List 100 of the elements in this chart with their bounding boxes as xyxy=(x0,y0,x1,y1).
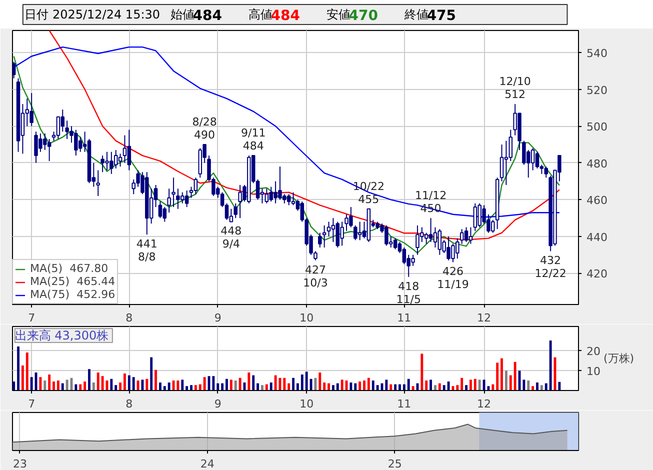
bar xyxy=(230,380,232,390)
candlestick xyxy=(331,218,336,242)
bar xyxy=(92,382,95,390)
x-tick-label: 11 xyxy=(397,312,412,324)
candlestick xyxy=(535,151,540,169)
candlestick xyxy=(47,138,52,162)
candlestick xyxy=(322,224,326,248)
bar xyxy=(252,375,255,390)
bar xyxy=(48,374,51,390)
text: 終値475 xyxy=(403,8,456,24)
text: 418 11/5 xyxy=(396,280,421,306)
candlestick xyxy=(60,109,64,132)
bar xyxy=(438,383,441,390)
bar xyxy=(504,370,508,390)
y-tick-label: 460 xyxy=(586,194,608,208)
bar xyxy=(492,384,494,390)
candlestick xyxy=(326,221,331,237)
x-tick-label: 23 xyxy=(13,458,27,470)
y-tick-label: 420 xyxy=(586,268,608,281)
bar xyxy=(536,382,538,390)
bar xyxy=(238,378,242,390)
bar xyxy=(66,380,68,390)
candlestick xyxy=(464,226,468,242)
candlestick xyxy=(424,232,428,244)
text: 安値470 xyxy=(326,8,378,24)
candlestick xyxy=(500,144,504,182)
bar xyxy=(158,382,162,390)
bar xyxy=(318,372,322,390)
bar xyxy=(367,378,370,390)
bar xyxy=(136,380,140,390)
candlestick xyxy=(402,246,406,265)
bar xyxy=(412,386,414,390)
bar xyxy=(460,378,464,390)
x-tick-label: 12 xyxy=(477,312,492,324)
bar xyxy=(26,352,28,390)
candlestick xyxy=(438,228,442,256)
bar xyxy=(194,385,197,390)
candlestick xyxy=(393,238,398,250)
bar xyxy=(402,384,406,390)
candlestick xyxy=(56,116,60,140)
bar xyxy=(226,378,228,390)
bar xyxy=(74,384,78,390)
bar xyxy=(163,386,166,390)
bar xyxy=(154,370,157,390)
bar xyxy=(358,382,362,390)
bar xyxy=(176,380,180,390)
candlestick xyxy=(291,192,296,206)
bar xyxy=(186,386,188,390)
candlestick xyxy=(78,136,82,152)
bar xyxy=(274,375,277,390)
text: 441 8/8 xyxy=(136,238,158,264)
bar xyxy=(442,385,446,390)
bar xyxy=(248,372,250,390)
candlestick xyxy=(229,208,234,222)
legend-label: MA(75) 452.96 xyxy=(30,288,116,301)
bar xyxy=(363,380,366,390)
bar xyxy=(96,372,100,390)
bar xyxy=(124,374,126,390)
y-tick-label: 500 xyxy=(586,120,608,134)
bar xyxy=(434,385,436,390)
bar xyxy=(296,383,299,390)
candlestick xyxy=(114,150,118,169)
text: 9/11 484 xyxy=(241,126,266,153)
bar xyxy=(544,383,548,390)
bar xyxy=(190,385,192,390)
candlestick xyxy=(336,221,340,248)
text: 432 12/22 xyxy=(534,254,566,280)
bar xyxy=(305,372,308,390)
candlestick xyxy=(184,190,189,208)
candlestick xyxy=(122,134,127,164)
bar xyxy=(425,380,428,390)
bar xyxy=(328,383,330,390)
text: 高値484 xyxy=(248,8,300,24)
text: 448 9/4 xyxy=(220,224,242,251)
candlestick xyxy=(12,61,16,79)
candlestick xyxy=(127,129,132,171)
bar xyxy=(292,378,294,390)
candlestick xyxy=(468,226,473,244)
x-tick-label: 9 xyxy=(214,398,222,410)
bar xyxy=(270,382,272,390)
bar xyxy=(39,377,42,390)
y-axis-title: (万株) xyxy=(603,352,634,365)
bar xyxy=(300,374,304,390)
legend-label: MA(25) 465.44 xyxy=(30,275,116,288)
bar xyxy=(394,384,397,390)
bar xyxy=(385,380,388,390)
x-tick-label: 11 xyxy=(397,398,412,410)
bar xyxy=(288,383,290,390)
x-tick-label: 24 xyxy=(200,458,214,470)
text: 427 10/3 xyxy=(303,263,328,290)
bar xyxy=(114,385,118,390)
bar xyxy=(221,383,224,390)
candlestick xyxy=(264,188,269,204)
bar xyxy=(128,375,130,390)
x-tick-label: 12 xyxy=(477,398,492,410)
candlestick xyxy=(167,188,171,214)
candlestick xyxy=(358,221,362,241)
bar xyxy=(101,376,104,390)
y-tick-label: 540 xyxy=(586,47,608,60)
candlestick xyxy=(473,202,478,232)
